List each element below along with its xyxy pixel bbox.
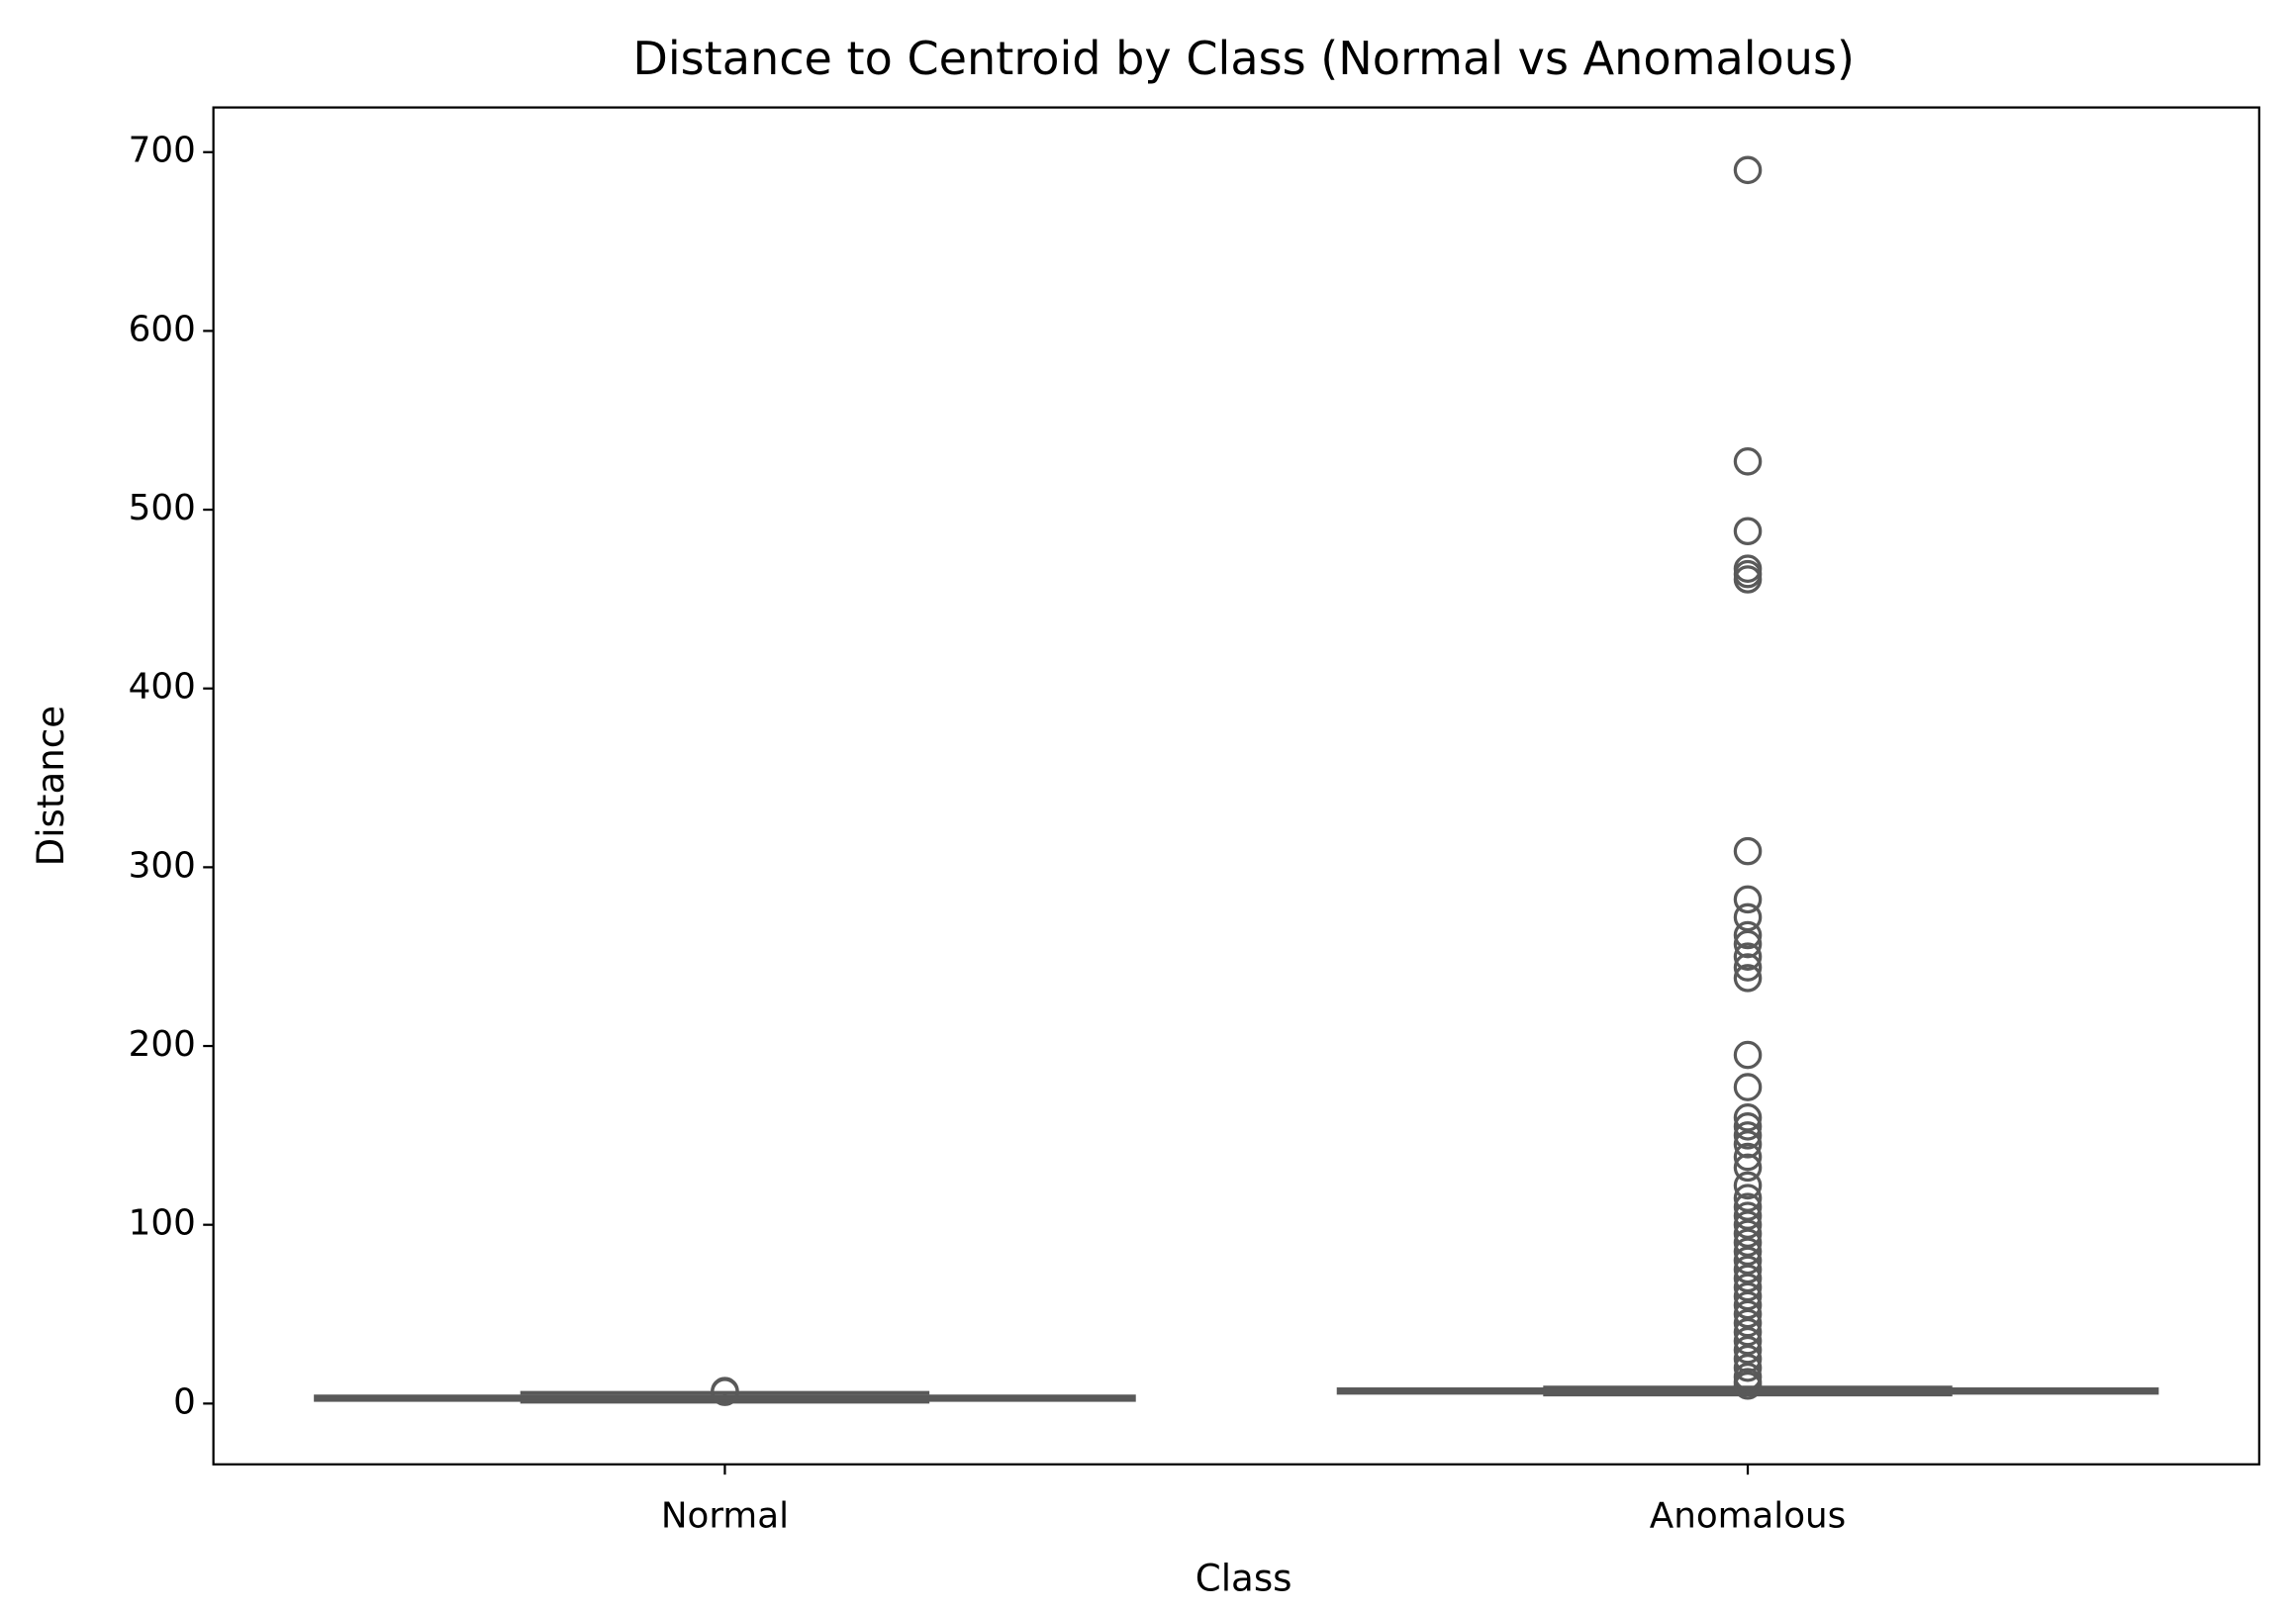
outlier [1733,920,1763,950]
y-tick-label: 100 [129,1203,196,1244]
outlier [1733,1073,1763,1101]
outlier [1733,1210,1763,1239]
outlier [1733,1281,1763,1311]
outlier [1733,1255,1763,1284]
outlier [1733,1290,1763,1320]
outlier [1733,1219,1763,1248]
y-tick-label: 500 [129,488,196,528]
outlier [1733,1121,1763,1150]
outlier [1733,1353,1763,1382]
outlier [1733,929,1763,959]
outlier [1733,1237,1763,1267]
outlier [1733,1171,1763,1200]
outlier [1733,1246,1763,1276]
outlier [1733,1112,1763,1141]
outlier [1733,565,1763,594]
outlier [1733,1201,1763,1230]
y-tick-label: 0 [173,1381,196,1422]
outlier [1733,885,1763,914]
outlier [1733,1264,1763,1293]
outlier [1733,1130,1763,1159]
y-tick-label: 600 [129,309,196,349]
x-tick-label: Anomalous [1650,1495,1846,1536]
outlier [1733,1184,1763,1212]
outlier [1733,1040,1763,1070]
y-tick-label: 700 [129,131,196,171]
y-tick-label: 400 [129,667,196,708]
outlier [1733,953,1763,982]
outlier [1733,1299,1763,1329]
outlier [1733,964,1763,993]
outlier [1733,447,1763,476]
outlier [1733,1228,1763,1258]
outlier [1733,1326,1763,1356]
y-tick-label: 300 [129,845,196,886]
outlier [1733,155,1763,185]
outlier [1733,902,1763,932]
outlier [1733,1317,1763,1347]
x-axis-label: Class [1196,1557,1292,1600]
y-tick-label: 200 [129,1024,196,1065]
outlier [1733,1273,1763,1302]
outlier [1733,836,1763,866]
x-tick-label: Normal [661,1495,789,1536]
outlier [1733,1335,1763,1365]
outlier [1733,1142,1763,1172]
outlier [1733,1372,1763,1400]
outlier [1733,942,1763,971]
outlier [1733,1308,1763,1338]
outlier [1733,1344,1763,1374]
y-axis-label: Distance [29,706,72,866]
chart-title: Distance to Centroid by Class (Normal vs… [632,32,1855,85]
outlier [1733,517,1763,546]
outlier [1733,1103,1763,1132]
outlier [1733,1153,1763,1183]
outlier [711,1377,739,1406]
outlier [1733,1192,1763,1221]
plot-frame [212,106,2260,1466]
